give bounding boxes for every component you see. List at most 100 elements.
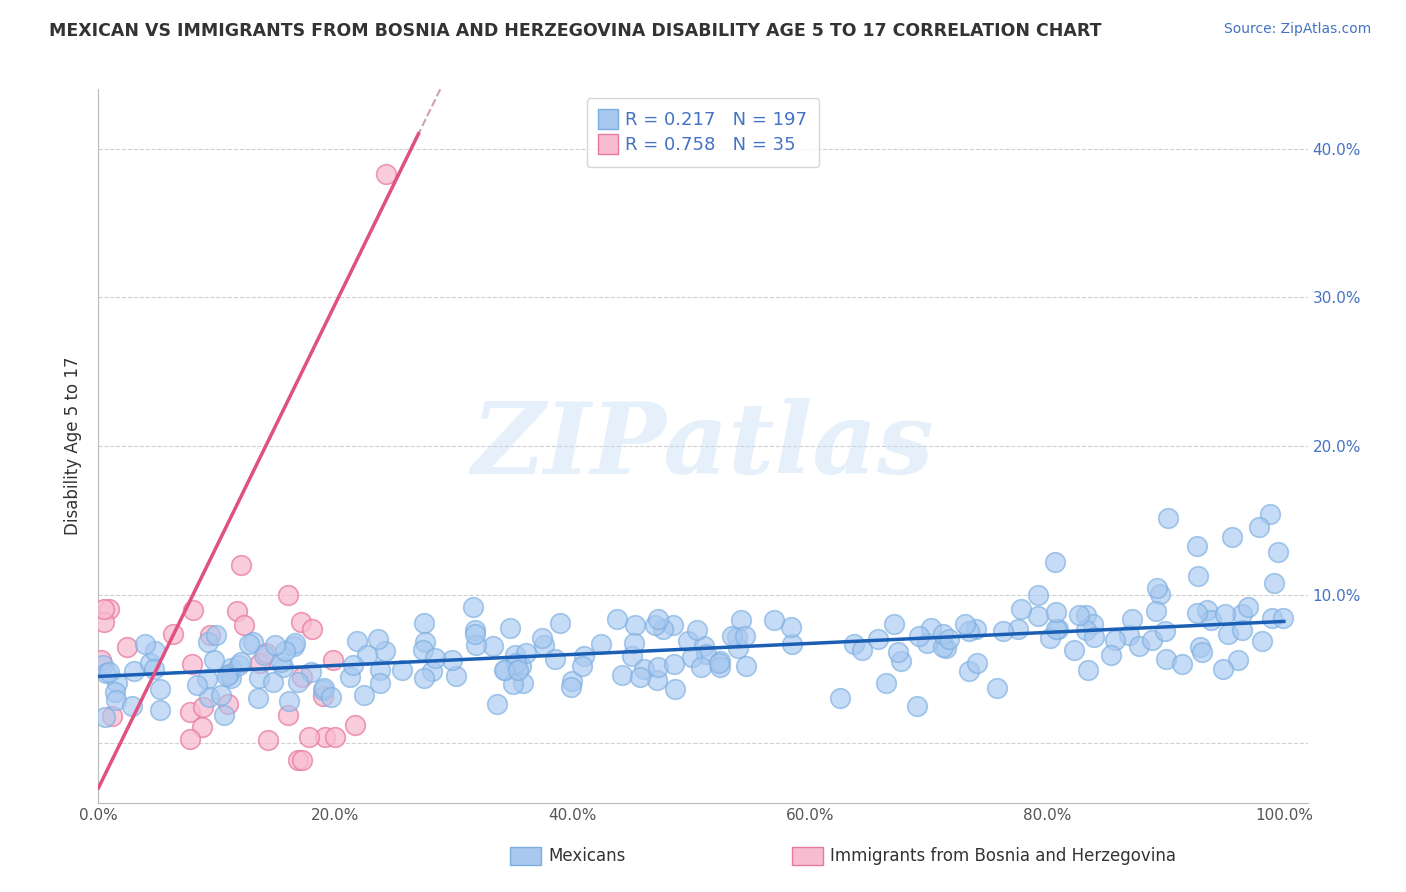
Point	[277, 708, 299, 723]
Point	[1154, 652, 1177, 666]
Point	[461, 599, 484, 614]
Point	[1081, 617, 1104, 632]
Point	[986, 681, 1008, 695]
Point	[935, 641, 957, 656]
Point	[730, 613, 752, 627]
Point	[298, 730, 321, 744]
Point	[249, 657, 271, 671]
Point	[561, 673, 583, 688]
Point	[572, 649, 595, 664]
Point	[486, 697, 509, 711]
Point	[571, 659, 593, 673]
Point	[1260, 507, 1282, 521]
Point	[735, 659, 758, 673]
Point	[1250, 634, 1272, 648]
Point	[676, 633, 699, 648]
Point	[727, 641, 749, 656]
Point	[690, 660, 713, 674]
Point	[505, 656, 527, 670]
Point	[647, 659, 669, 673]
Point	[464, 638, 486, 652]
Point	[1118, 627, 1140, 641]
Point	[312, 690, 335, 704]
Point	[890, 654, 912, 668]
Point	[505, 648, 527, 662]
Point	[273, 644, 295, 658]
Point	[499, 621, 522, 635]
Point	[721, 629, 744, 643]
Point	[115, 640, 138, 654]
Point	[104, 684, 127, 698]
Point	[1043, 555, 1066, 569]
Point	[97, 665, 120, 679]
Point	[218, 667, 240, 681]
Point	[212, 707, 235, 722]
Point	[221, 661, 243, 675]
Point	[353, 688, 375, 702]
Point	[932, 640, 955, 654]
Point	[134, 637, 156, 651]
Point	[202, 653, 225, 667]
Point	[851, 642, 873, 657]
Point	[647, 612, 669, 626]
Point	[664, 657, 686, 672]
Point	[278, 694, 301, 708]
Point	[991, 624, 1014, 638]
Point	[533, 638, 555, 652]
Point	[531, 631, 554, 645]
Point	[1026, 588, 1049, 602]
Point	[644, 618, 666, 632]
Point	[908, 629, 931, 643]
Point	[1028, 609, 1050, 624]
Point	[1146, 581, 1168, 595]
Point	[143, 662, 166, 676]
Point	[548, 615, 571, 630]
Point	[1039, 631, 1062, 645]
Point	[966, 656, 988, 670]
Point	[886, 645, 908, 659]
Point	[1074, 608, 1097, 623]
Point	[628, 670, 651, 684]
Point	[209, 688, 232, 702]
Point	[1237, 599, 1260, 614]
Point	[105, 693, 128, 707]
Point	[287, 753, 309, 767]
Point	[226, 604, 249, 618]
Point	[1149, 587, 1171, 601]
Point	[200, 628, 222, 642]
Point	[254, 646, 277, 660]
Point	[938, 632, 960, 646]
Point	[633, 662, 655, 676]
Y-axis label: Disability Age 5 to 17: Disability Age 5 to 17	[63, 357, 82, 535]
Point	[247, 691, 270, 706]
Point	[370, 663, 392, 677]
Point	[494, 663, 516, 677]
Point	[342, 658, 364, 673]
Point	[1007, 622, 1029, 636]
Point	[283, 639, 305, 653]
Point	[101, 708, 124, 723]
Text: MEXICAN VS IMMIGRANTS FROM BOSNIA AND HERZEGOVINA DISABILITY AGE 5 TO 17 CORRELA: MEXICAN VS IMMIGRANTS FROM BOSNIA AND HE…	[49, 22, 1102, 40]
Point	[506, 663, 529, 677]
Point	[344, 718, 367, 732]
Point	[181, 657, 204, 671]
Text: Immigrants from Bosnia and Herzegovina: Immigrants from Bosnia and Herzegovina	[830, 847, 1175, 865]
Point	[1267, 545, 1289, 559]
Point	[1213, 607, 1236, 621]
Point	[262, 674, 284, 689]
Point	[1271, 611, 1294, 625]
Point	[875, 676, 897, 690]
Point	[204, 628, 226, 642]
Point	[544, 652, 567, 666]
Point	[1128, 639, 1150, 653]
Legend: R = 0.217   N = 197, R = 0.758   N = 35: R = 0.217 N = 197, R = 0.758 N = 35	[586, 98, 820, 167]
Point	[1099, 648, 1122, 662]
Point	[312, 683, 335, 698]
Point	[96, 666, 118, 681]
Point	[149, 703, 172, 717]
Point	[1144, 604, 1167, 618]
Point	[193, 699, 215, 714]
Point	[830, 690, 852, 705]
Point	[1212, 662, 1234, 676]
Point	[610, 667, 633, 681]
